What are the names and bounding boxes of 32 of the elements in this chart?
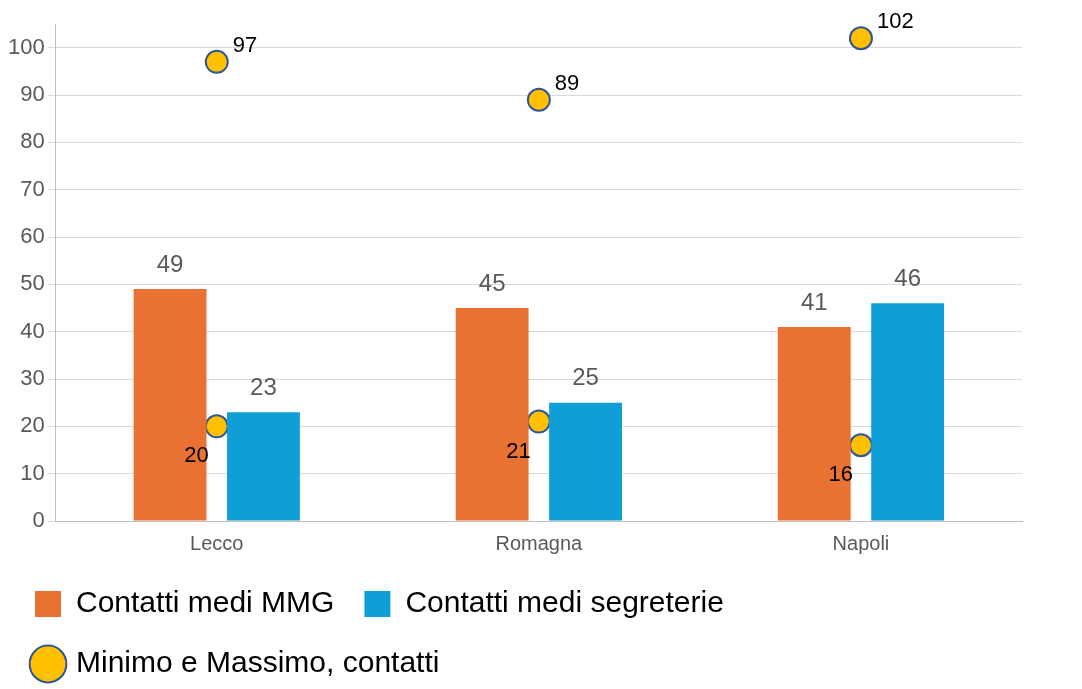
y-tick-label: 60	[20, 223, 45, 249]
data-label: 25	[572, 363, 599, 391]
bar	[227, 412, 300, 521]
y-tick-label: 90	[20, 81, 45, 107]
bar	[777, 326, 851, 521]
data-label: 49	[156, 249, 184, 277]
x-tick-label: Romagna	[495, 531, 584, 554]
bar	[133, 289, 207, 521]
legend-label: Contatti medi segreterie	[405, 585, 724, 619]
y-tick-label: 80	[20, 128, 45, 154]
data-label: 46	[894, 263, 922, 291]
data-label: 41	[800, 287, 828, 315]
y-tick-label: 70	[20, 175, 45, 201]
x-tick-label: Napoli	[832, 531, 890, 554]
data-label: 97	[232, 31, 258, 57]
bar	[549, 402, 622, 521]
legend-label: Contatti medi MMG	[76, 585, 335, 619]
data-label: 89	[554, 69, 580, 95]
bar	[455, 308, 529, 521]
y-tick-label: 50	[20, 270, 45, 296]
y-tick-label: 30	[20, 365, 45, 391]
bar	[871, 303, 945, 521]
data-label: 102	[876, 8, 914, 34]
y-tick-label: 10	[20, 459, 45, 485]
legend-label: Minimo e Massimo, contatti	[76, 645, 440, 679]
x-tick-label: Lecco	[190, 531, 244, 554]
y-tick-label: 0	[32, 507, 45, 533]
data-label: 45	[478, 268, 506, 296]
data-label: 23	[250, 372, 277, 400]
y-tick-label: 20	[20, 412, 45, 438]
y-tick-label: 100	[7, 33, 45, 59]
y-tick-label: 40	[20, 317, 45, 343]
